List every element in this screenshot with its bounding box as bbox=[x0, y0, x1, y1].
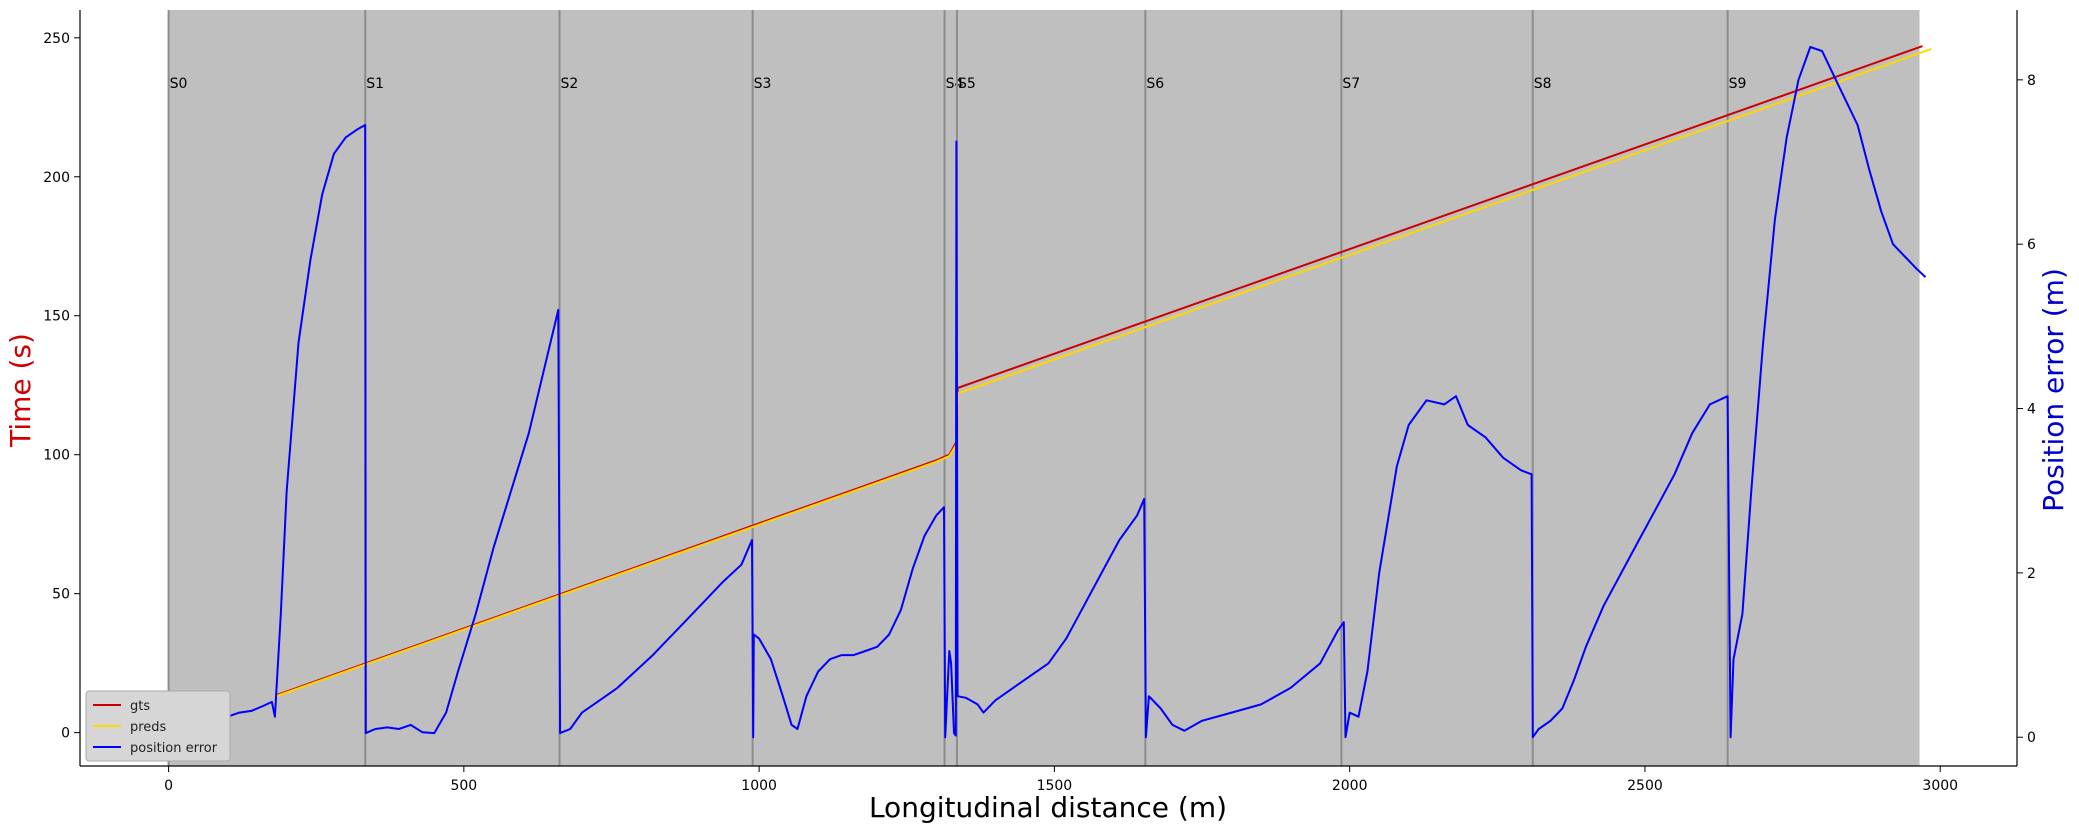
legend-label-preds: preds bbox=[130, 720, 167, 735]
legend-label-gts: gts bbox=[130, 699, 150, 714]
y-left-tick-label-100: 100 bbox=[43, 448, 70, 464]
y-axis-left-label: Time (s) bbox=[4, 333, 37, 448]
x-tick-label-0: 0 bbox=[164, 778, 173, 794]
y-right-tick-label-0: 0 bbox=[2027, 730, 2036, 746]
x-tick-label-2500: 2500 bbox=[1627, 778, 1663, 794]
segment-label-s1: S1 bbox=[366, 76, 384, 92]
series-line-position-error bbox=[168, 46, 1927, 739]
segment-label-s3: S3 bbox=[754, 76, 772, 92]
y-right-tick-label-6: 6 bbox=[2027, 237, 2036, 253]
y-left-tick-label-0: 0 bbox=[61, 726, 70, 742]
y-left-tick-label-250: 250 bbox=[43, 31, 70, 47]
y-left-tick-label-150: 150 bbox=[43, 309, 70, 325]
y-axis-right-label: Position error (m) bbox=[2037, 268, 2070, 512]
x-tick-label-2000: 2000 bbox=[1332, 778, 1368, 794]
segment-label-s0: S0 bbox=[170, 76, 188, 92]
x-tick-label-500: 500 bbox=[450, 778, 477, 794]
x-tick-label-1000: 1000 bbox=[741, 778, 777, 794]
y-left-tick-label-50: 50 bbox=[52, 587, 70, 603]
segment-label-s6: S6 bbox=[1146, 76, 1164, 92]
y-right-tick-label-2: 2 bbox=[2027, 566, 2036, 582]
x-tick-label-1500: 1500 bbox=[1037, 778, 1073, 794]
legend: gts preds position error bbox=[85, 690, 231, 762]
legend-box bbox=[85, 690, 231, 762]
x-axis-label: Longitudinal distance (m) bbox=[869, 791, 1227, 824]
shaded-region bbox=[168, 10, 1920, 766]
segment-label-s9: S9 bbox=[1729, 76, 1747, 92]
shaded-region-layer bbox=[168, 10, 1920, 766]
legend-label-position-error: position error bbox=[130, 741, 218, 756]
segment-label-s7: S7 bbox=[1342, 76, 1360, 92]
segment-label-s2: S2 bbox=[561, 76, 579, 92]
series-layer bbox=[168, 45, 1932, 739]
x-tick-label-3000: 3000 bbox=[1922, 778, 1958, 794]
y-right-tick-label-8: 8 bbox=[2027, 73, 2036, 89]
series-line-preds bbox=[276, 47, 1932, 697]
y-right-tick-label-4: 4 bbox=[2027, 402, 2036, 418]
segment-label-s4: S4 bbox=[946, 76, 964, 92]
y-left-tick-label-200: 200 bbox=[43, 170, 70, 186]
series-line-gts bbox=[276, 45, 1923, 697]
axes-layer: 0 500 1000 1500 2000 2500 30000501001502002500… bbox=[43, 10, 2036, 794]
segment-label-s5: S5 bbox=[958, 76, 976, 92]
segment-label-s8: S8 bbox=[1534, 76, 1552, 92]
